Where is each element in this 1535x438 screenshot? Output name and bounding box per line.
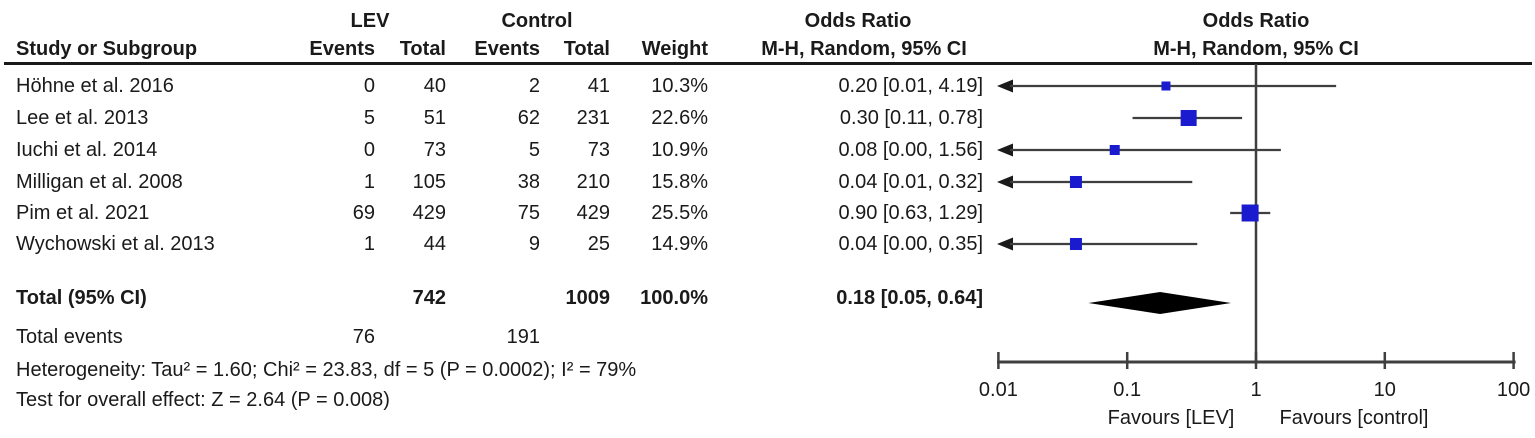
arrow-left-marker bbox=[997, 79, 1013, 93]
or-ci-value: 0.04 [0.01, 0.32] bbox=[838, 171, 983, 193]
or-plot-column-subtitle: M-H, Random, 95% CI bbox=[1153, 38, 1359, 60]
axis-tick-label: 10 bbox=[1374, 379, 1396, 401]
control-events-value: 75 bbox=[517, 202, 540, 224]
total-row: Total (95% CI) 742 1009 100.0% 0.18 [0.0… bbox=[0, 285, 1535, 311]
total-events-label: Total events bbox=[16, 326, 123, 348]
effect-square bbox=[1109, 145, 1120, 155]
weight-value: 10.3% bbox=[651, 75, 708, 97]
lev-total-value: 429 bbox=[412, 202, 446, 224]
table-row: Iuchi et al. 2014 0 73 5 73 10.9% 0.08 [0.00, … bbox=[0, 137, 1535, 163]
arrow-left-marker bbox=[997, 143, 1013, 157]
study-name: Iuchi et al. 2014 bbox=[16, 139, 158, 161]
study-name: Höhne et al. 2016 bbox=[16, 75, 174, 97]
effect-square bbox=[1161, 81, 1171, 91]
control-total-value: 429 bbox=[576, 202, 610, 224]
lev-events-value: 5 bbox=[363, 107, 375, 129]
table-row: Wychowski et al. 2013 1 44 9 25 14.9% 0.04 [0.… bbox=[0, 231, 1535, 257]
lev-total-value: 40 bbox=[423, 75, 446, 97]
lev-total-value: 73 bbox=[423, 139, 446, 161]
lev-total-value: 51 bbox=[423, 107, 446, 129]
total-or-ci: 0.18 [0.05, 0.64] bbox=[836, 287, 983, 309]
total-lev-total: 742 bbox=[412, 287, 446, 309]
control-total-value: 25 bbox=[587, 233, 610, 255]
control-events-value: 38 bbox=[517, 171, 540, 193]
lev-events-value: 0 bbox=[363, 139, 375, 161]
lev-events-value: 69 bbox=[352, 202, 375, 224]
overall-effect-note: Test for overall effect: Z = 2.64 (P = 0… bbox=[16, 389, 390, 411]
or-ci-value: 0.08 [0.00, 1.56] bbox=[838, 139, 983, 161]
control-total-value: 231 bbox=[576, 107, 610, 129]
effect-square bbox=[1069, 176, 1082, 188]
col-group-lev: LEV bbox=[350, 10, 390, 32]
lev-total-value: 105 bbox=[412, 171, 446, 193]
or-ci-value: 0.04 [0.00, 0.35] bbox=[838, 233, 983, 255]
total-weight: 100.0% bbox=[640, 287, 708, 309]
col-lev-total: Total bbox=[399, 38, 446, 60]
or-ci-value: 0.90 [0.63, 1.29] bbox=[838, 202, 983, 224]
weight-value: 15.8% bbox=[651, 171, 708, 193]
control-events-value: 2 bbox=[528, 75, 540, 97]
col-control-events: Events bbox=[474, 38, 540, 60]
study-name: Pim et al. 2021 bbox=[16, 202, 150, 224]
arrow-left-marker bbox=[997, 237, 1013, 251]
weight-value: 10.9% bbox=[651, 139, 708, 161]
control-events-value: 9 bbox=[528, 233, 540, 255]
pooled-diamond bbox=[1088, 292, 1232, 314]
or-text-column-title: Odds Ratio bbox=[804, 10, 912, 32]
lev-total-value: 44 bbox=[423, 233, 446, 255]
table-row: Höhne et al. 2016 0 40 2 41 10.3% 0.20 [0.01, … bbox=[0, 73, 1535, 99]
weight-value: 14.9% bbox=[651, 233, 708, 255]
control-total-value: 41 bbox=[587, 75, 610, 97]
heterogeneity-note: Heterogeneity: Tau² = 1.60; Chi² = 23.83… bbox=[16, 359, 637, 381]
total-events-lev: 76 bbox=[352, 326, 375, 348]
col-lev-events: Events bbox=[309, 38, 375, 60]
effect-square bbox=[1180, 110, 1197, 126]
axis-tick-label: 1 bbox=[1250, 379, 1261, 401]
or-ci-value: 0.20 [0.01, 4.19] bbox=[838, 75, 983, 97]
table-row: Lee et al. 2013 5 51 62 231 22.6% 0.30 [0.11, … bbox=[0, 105, 1535, 131]
study-name: Milligan et al. 2008 bbox=[16, 171, 183, 193]
or-plot-column-title: Odds Ratio bbox=[1202, 10, 1310, 32]
or-ci-value: 0.30 [0.11, 0.78] bbox=[839, 107, 983, 129]
effect-square bbox=[1069, 238, 1082, 250]
effect-square bbox=[1241, 204, 1259, 222]
table-row: Milligan et al. 2008 1 105 38 210 15.8% 0.04 [… bbox=[0, 169, 1535, 195]
lev-events-value: 1 bbox=[363, 233, 375, 255]
col-control-total: Total bbox=[563, 38, 610, 60]
total-label: Total (95% CI) bbox=[16, 287, 147, 309]
total-ctrl-total: 1009 bbox=[565, 287, 611, 309]
control-total-value: 210 bbox=[576, 171, 610, 193]
col-group-control: Control bbox=[501, 10, 573, 32]
weight-value: 25.5% bbox=[651, 202, 708, 224]
study-name: Wychowski et al. 2013 bbox=[16, 233, 215, 255]
total-events-row: Total events 76 191 bbox=[0, 324, 1535, 350]
or-text-column-subtitle: M-H, Random, 95% CI bbox=[761, 38, 967, 60]
axis-tick-label: 0.01 bbox=[979, 379, 1018, 401]
favours-right-label: Favours [control] bbox=[1280, 407, 1429, 429]
favours-left-label: Favours [LEV] bbox=[1108, 407, 1235, 429]
table-row: Pim et al. 2021 69 429 75 429 25.5% 0.90 [0.63… bbox=[0, 200, 1535, 226]
col-weight: Weight bbox=[641, 38, 708, 60]
lev-events-value: 1 bbox=[363, 171, 375, 193]
control-total-value: 73 bbox=[587, 139, 610, 161]
control-events-value: 62 bbox=[517, 107, 540, 129]
axis-tick-label: 100 bbox=[1497, 379, 1530, 401]
axis-tick-label: 0.1 bbox=[1113, 379, 1141, 401]
header-rule bbox=[4, 62, 1532, 65]
col-study: Study or Subgroup bbox=[16, 38, 198, 60]
arrow-left-marker bbox=[997, 175, 1013, 189]
control-events-value: 5 bbox=[528, 139, 540, 161]
weight-value: 22.6% bbox=[651, 107, 708, 129]
lev-events-value: 0 bbox=[363, 75, 375, 97]
total-events-ctrl: 191 bbox=[506, 326, 540, 348]
study-name: Lee et al. 2013 bbox=[16, 107, 149, 129]
